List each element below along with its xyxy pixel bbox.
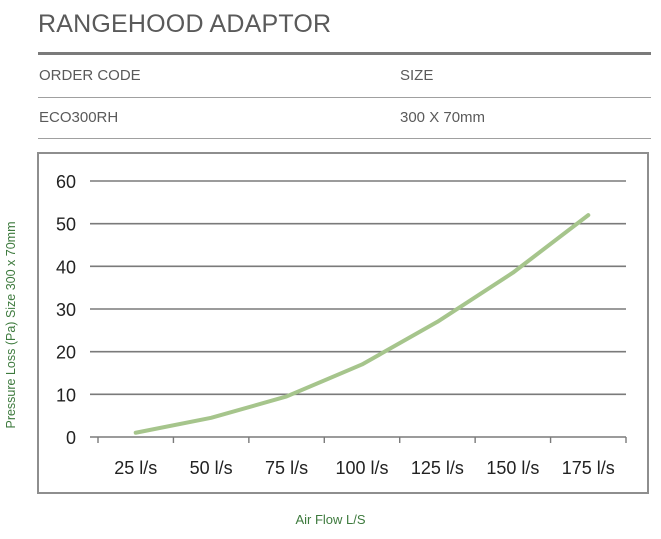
x-tick-label: 50 l/s [190,458,233,478]
page-title: RANGEHOOD ADAPTOR [38,10,332,38]
order-code-value: ECO300RH [39,109,119,126]
y-axis-label: Pressure Loss (Pa) Size 300 x 70mm [4,221,18,429]
column-header-size: SIZE [400,67,434,84]
header-divider [38,97,651,98]
x-tick-label: 150 l/s [486,458,539,478]
y-tick-label: 60 [56,172,76,192]
chart-frame [37,152,649,494]
x-axis-label: Air Flow L/S [295,512,366,527]
y-tick-label: 50 [56,215,76,235]
series-line [133,213,591,435]
y-tick-label: 20 [56,343,76,363]
y-tick-label: 30 [56,300,76,320]
x-tick-label: 25 l/s [114,458,157,478]
x-tick-label: 125 l/s [411,458,464,478]
table-bottom-divider [38,138,651,139]
size-value: 300 X 70mm [400,109,486,126]
title-divider [38,52,651,55]
y-tick-label: 0 [66,428,76,448]
y-tick-label: 40 [56,257,76,277]
x-tick-label: 75 l/s [265,458,308,478]
x-tick-label: 100 l/s [335,458,388,478]
column-header-order-code: ORDER CODE [39,67,141,84]
y-tick-label: 10 [56,385,76,405]
x-tick-label: 175 l/s [562,458,615,478]
